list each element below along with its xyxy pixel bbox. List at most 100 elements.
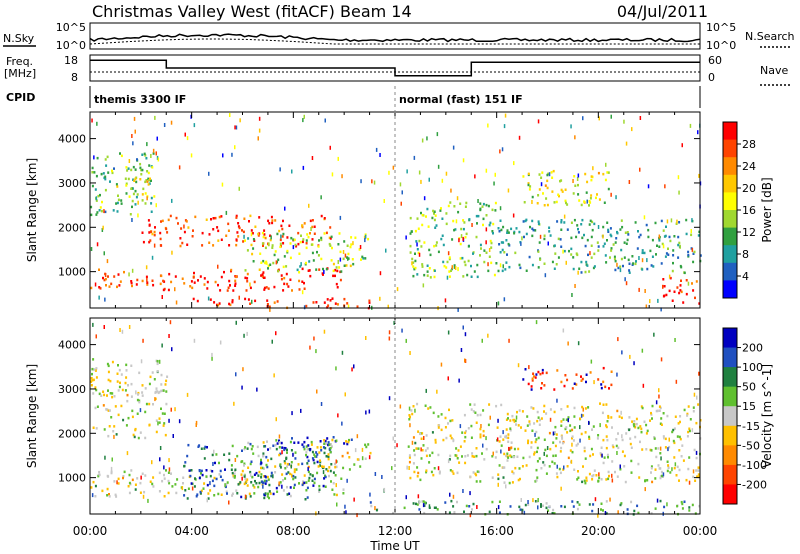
heatmap-cell <box>253 280 256 284</box>
heatmap-cell <box>576 177 579 181</box>
heatmap-cell <box>679 244 681 249</box>
heatmap-cell <box>666 219 669 224</box>
colorbar-swatch <box>723 227 737 246</box>
heatmap-cell <box>650 465 653 468</box>
heatmap-cell <box>234 284 237 287</box>
heatmap-cell <box>680 455 683 458</box>
heatmap-cell <box>433 212 435 215</box>
heatmap-cell <box>588 435 591 439</box>
heatmap-cell <box>589 201 592 204</box>
heatmap-cell <box>617 337 619 342</box>
heatmap-cell <box>310 243 313 246</box>
heatmap-cell <box>339 278 342 282</box>
heatmap-cell <box>476 275 479 279</box>
heatmap-cell <box>590 194 593 197</box>
heatmap-cell <box>225 490 228 493</box>
heatmap-cell <box>453 228 456 232</box>
heatmap-cell <box>120 202 123 205</box>
heatmap-cell <box>458 461 461 464</box>
heatmap-cell <box>388 170 390 175</box>
heatmap-cell <box>144 202 147 205</box>
heatmap-cell <box>619 268 622 273</box>
heatmap-cell <box>234 458 237 462</box>
heatmap-cell <box>320 195 322 200</box>
heatmap-cell <box>585 373 588 376</box>
heatmap-cell <box>104 158 107 161</box>
heatmap-cell <box>474 472 477 476</box>
heatmap-cell <box>97 474 100 478</box>
heatmap-cell <box>596 193 598 196</box>
x-tick-label: 12:00 <box>378 524 413 538</box>
heatmap-cell <box>458 378 460 383</box>
heatmap-cell <box>504 113 507 118</box>
heatmap-cell <box>227 222 230 226</box>
heatmap-cell <box>125 192 128 195</box>
heatmap-cell <box>409 415 411 419</box>
heatmap-cell <box>603 201 606 204</box>
heatmap-cell <box>462 489 464 493</box>
heatmap-cell <box>687 467 690 471</box>
heatmap-cell <box>117 482 120 485</box>
heatmap-cell <box>253 486 256 489</box>
heatmap-cell <box>614 268 617 272</box>
heatmap-cell <box>231 494 234 497</box>
heatmap-cell <box>497 482 499 487</box>
heatmap-cell <box>602 234 604 239</box>
x-tick-label: 00:00 <box>683 524 718 538</box>
heatmap-cell <box>424 501 427 504</box>
heatmap-cell <box>473 455 476 458</box>
heatmap-cell <box>547 509 550 512</box>
heatmap-cell <box>289 440 292 444</box>
heatmap-cell <box>335 366 337 371</box>
heatmap-cell <box>315 301 318 304</box>
heatmap-cell <box>575 444 578 447</box>
heatmap-cell <box>124 389 127 392</box>
heatmap-cell <box>659 467 662 470</box>
heatmap-cell <box>654 477 657 480</box>
heatmap-cell <box>649 299 651 304</box>
heatmap-cell <box>582 116 584 121</box>
heatmap-cell <box>136 398 139 402</box>
heatmap-cell <box>540 176 543 179</box>
heatmap-cell <box>171 347 173 352</box>
heatmap-cell <box>332 274 335 278</box>
heatmap-cell <box>200 472 202 475</box>
heatmap-cell <box>669 471 672 474</box>
heatmap-cell <box>289 242 292 245</box>
heatmap-cell <box>506 231 509 234</box>
heatmap-cell <box>396 443 398 448</box>
heatmap-cell <box>434 226 437 229</box>
heatmap-cell <box>237 483 240 486</box>
heatmap-cell <box>243 447 246 451</box>
nsearch-tick-bottom: 10^0 <box>706 39 736 52</box>
heatmap-cell <box>527 503 530 506</box>
heatmap-cell <box>543 262 546 265</box>
heatmap-cell <box>115 183 118 186</box>
heatmap-cell <box>651 404 654 408</box>
heatmap-cell <box>256 387 258 392</box>
heatmap-cell <box>695 456 698 460</box>
y-tick-label: 2000 <box>58 427 86 440</box>
heatmap-cell <box>202 487 205 490</box>
heatmap-cell <box>674 415 677 418</box>
heatmap-cell <box>669 239 672 243</box>
heatmap-cell <box>391 466 393 471</box>
heatmap-cell <box>541 371 544 375</box>
heatmap-cell <box>467 245 470 248</box>
heatmap-cell <box>444 416 447 420</box>
heatmap-cell <box>470 436 473 439</box>
heatmap-cell <box>579 438 581 443</box>
heatmap-cell <box>329 226 332 229</box>
heatmap-cell <box>351 258 354 261</box>
heatmap-cell <box>488 255 491 258</box>
heatmap-cell <box>246 478 249 481</box>
heatmap-cell <box>584 481 587 485</box>
heatmap-cell <box>136 158 138 161</box>
heatmap-cell <box>113 395 116 398</box>
heatmap-cell <box>597 225 600 229</box>
heatmap-cell <box>368 299 371 302</box>
heatmap-cell <box>593 265 596 268</box>
heatmap-cell <box>501 269 504 273</box>
heatmap-cell <box>252 484 255 487</box>
